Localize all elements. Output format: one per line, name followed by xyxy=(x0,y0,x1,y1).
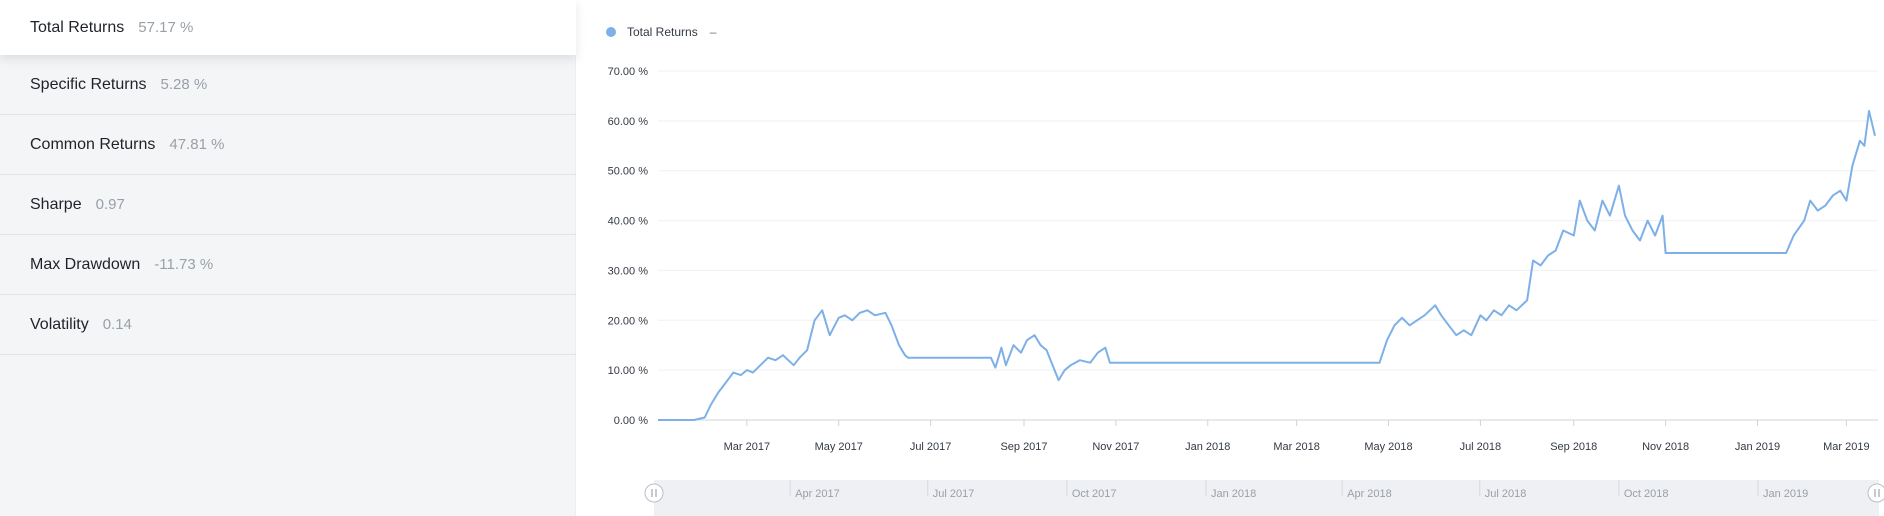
navigator-tick-label: Apr 2017 xyxy=(795,488,840,500)
legend-label: Total Returns xyxy=(627,25,698,39)
y-tick-label: 10.00 % xyxy=(608,365,649,377)
y-tick-label: 30.00 % xyxy=(608,265,649,277)
x-tick-label: May 2017 xyxy=(815,441,863,453)
series-line-total-returns xyxy=(658,109,1876,421)
metrics-sidebar: Total Returns 57.17 % Specific Returns 5… xyxy=(0,0,576,516)
x-tick-label: Mar 2018 xyxy=(1273,441,1319,453)
x-tick-label: Nov 2018 xyxy=(1642,441,1689,453)
metric-label: Specific Returns xyxy=(30,75,147,93)
metric-common-returns[interactable]: Common Returns 47.81 % xyxy=(0,115,576,175)
returns-chart: 0.00 % 10.00 % 20.00 % 30.00 % 40.00 % 50.00 … xyxy=(608,66,1884,516)
metric-volatility[interactable]: Volatility 0.14 xyxy=(0,295,576,355)
y-tick-label: 50.00 % xyxy=(608,166,649,178)
x-tick-label: Sep 2017 xyxy=(1000,441,1047,453)
navigator-tick-label: Jul 2017 xyxy=(933,488,975,500)
x-tick-label: Nov 2017 xyxy=(1092,441,1139,453)
metric-label: Sharpe xyxy=(30,195,82,213)
metric-label: Max Drawdown xyxy=(30,255,141,273)
x-tick-label: May 2018 xyxy=(1364,441,1412,453)
metric-label: Total Returns xyxy=(30,18,125,36)
metric-label: Volatility xyxy=(30,315,89,333)
drag-handle-icon xyxy=(1867,483,1884,503)
navigator-handle-left[interactable] xyxy=(644,483,664,503)
legend-item-total-returns[interactable]: Total Returns – xyxy=(606,25,716,39)
legend-value: – xyxy=(709,25,717,39)
y-tick-label: 70.00 % xyxy=(608,66,649,78)
x-tick-label: Mar 2017 xyxy=(724,441,770,453)
metric-value: -11.73 % xyxy=(154,256,214,273)
navigator-tick-label: Jan 2018 xyxy=(1211,488,1256,500)
metric-label: Common Returns xyxy=(30,135,156,153)
metric-specific-returns[interactable]: Specific Returns 5.28 % xyxy=(0,55,576,115)
navigator-tick-label: Apr 2018 xyxy=(1347,488,1392,500)
y-tick-label: 40.00 % xyxy=(608,216,649,228)
metric-total-returns[interactable]: Total Returns 57.17 % xyxy=(0,0,576,55)
metric-value: 47.81 % xyxy=(169,136,225,153)
metric-value: 0.97 xyxy=(95,196,125,213)
metric-value: 0.14 xyxy=(102,316,132,333)
x-tick-label: Jan 2018 xyxy=(1185,441,1230,453)
navigator-tick-label: Oct 2018 xyxy=(1624,488,1669,500)
navigator-tick-label: Jul 2018 xyxy=(1485,488,1527,500)
x-tick-label: Mar 2019 xyxy=(1823,441,1869,453)
metric-value: 57.17 % xyxy=(138,19,194,36)
y-tick-label: 20.00 % xyxy=(608,315,649,327)
x-tick-label: Jul 2018 xyxy=(1460,441,1502,453)
chart-area: Total Returns – 0.00 % 10.00 % 20.00 % 30.0… xyxy=(576,0,1884,516)
navigator-handle-right[interactable] xyxy=(1867,483,1884,503)
drag-handle-icon xyxy=(644,483,664,503)
x-tick-label: Sep 2018 xyxy=(1550,441,1597,453)
metric-value: 5.28 % xyxy=(160,76,208,93)
y-tick-label: 0.00 % xyxy=(614,415,648,427)
metric-max-drawdown[interactable]: Max Drawdown -11.73 % xyxy=(0,235,576,295)
x-tick-label: Jan 2019 xyxy=(1735,441,1780,453)
navigator-tick-label: Oct 2017 xyxy=(1072,488,1117,500)
navigator-tick-label: Jan 2019 xyxy=(1763,488,1808,500)
x-tick-label: Jul 2017 xyxy=(910,441,952,453)
y-tick-label: 60.00 % xyxy=(608,116,649,128)
legend-dot-icon xyxy=(606,27,616,37)
metric-sharpe[interactable]: Sharpe 0.97 xyxy=(0,175,576,235)
navigator-track[interactable] xyxy=(654,480,1879,516)
